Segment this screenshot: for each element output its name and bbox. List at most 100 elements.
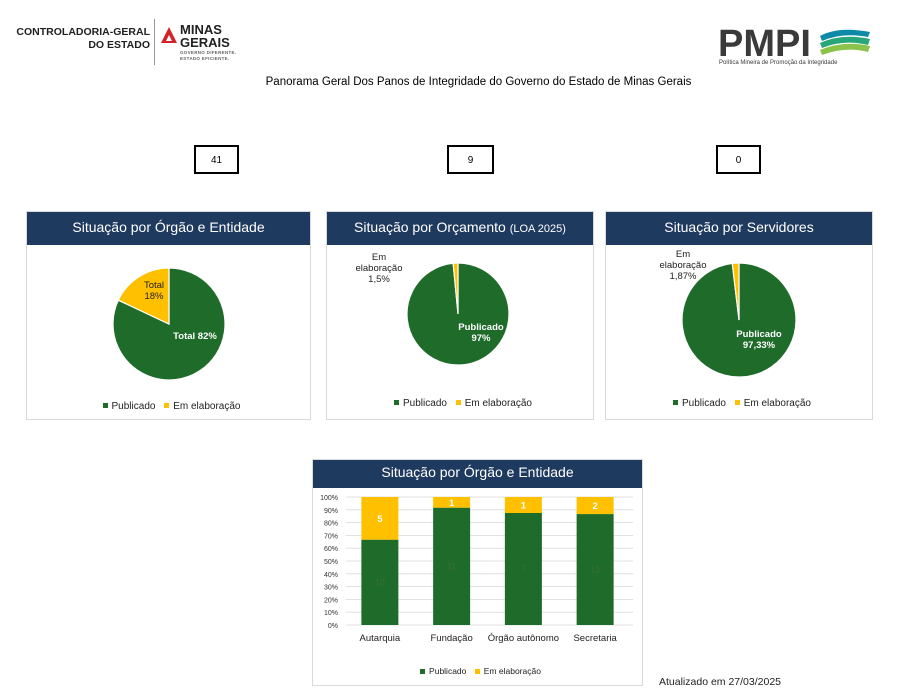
pmpi-waves-icon — [820, 29, 870, 55]
bar-value-label-em-elaboracao: 1 — [449, 498, 455, 509]
org-name: CONTROLADORIA-GERAL DO ESTADO — [16, 26, 150, 51]
minas-gerais-logo-icon — [161, 27, 177, 43]
bar-em-elaboracao — [576, 497, 614, 515]
pmpi-subtitle: Política Mineira de Promoção da Integrid… — [719, 60, 838, 66]
stacked-bar-chart: 0% 10% 20% 30% 40% 50% 60% 70% 80% 90% 100% 10 5 Auta… — [320, 495, 633, 644]
chart-title: Situação por Órgão e Entidade — [27, 212, 310, 245]
minas-gerais-name-line2: GERAIS — [180, 35, 230, 50]
chart-panel-servidores: Situação por Servidores Em elaboração 1,… — [605, 211, 873, 420]
pie-slice-publicado — [112, 267, 226, 381]
pie-label-line3: 1,87% — [669, 271, 697, 282]
minas-gerais-tagline: GOVERNO DIFERENTE. ESTADO EFICIENTE. — [180, 50, 236, 62]
pie-label-em-elaboracao: Total 18% — [139, 280, 169, 302]
y-tick-label: 20% — [324, 597, 338, 604]
chart-panel-barras-orgao-entidade: Situação por Órgão e Entidade 0% 10% 20% 30… — [312, 459, 643, 686]
status-publicado-value: 41 — [194, 145, 239, 174]
pie-label-line2: elaboração — [659, 260, 707, 271]
legend-swatch-em-elaboracao — [474, 668, 480, 674]
legend: Publicado Em elaboração — [27, 401, 310, 412]
status-em-elaboracao-value: 9 — [447, 145, 494, 174]
pie-label-line2: 97,33% — [742, 340, 776, 351]
minas-gerais-name-line1: MINAS — [180, 22, 222, 37]
legend-swatch-em-elaboracao — [164, 403, 170, 409]
y-tick-label: 50% — [324, 559, 338, 566]
mg-tagline-line1: GOVERNO DIFERENTE. — [180, 50, 237, 55]
bar-em-elaboracao — [433, 497, 471, 508]
legend: Publicado Em elaboração — [327, 398, 593, 409]
pmpi-logo-text: PMPI — [718, 23, 811, 65]
bar-value-label-publicado: 7 — [521, 564, 526, 574]
chart-title-suffix: (LOA 2025) — [509, 223, 566, 235]
pie-label-publicado: Total 82% — [173, 331, 217, 342]
pie-label-line1: Em — [675, 249, 691, 260]
mg-tagline-line2: ESTADO EFICIENTE. — [180, 56, 230, 61]
bar-em-elaboracao — [361, 497, 399, 540]
header-divider — [154, 19, 155, 65]
bar-value-label-em-elaboracao: 1 — [521, 501, 527, 512]
status-nao-possui-value: 0 — [716, 145, 761, 174]
y-tick-label: 60% — [324, 546, 338, 553]
status-publicado-label: PUBLICADO — [111, 153, 174, 165]
legend-em-elaboracao: Em elaboração — [173, 401, 241, 412]
pie-label-line1: Publicado — [458, 322, 504, 333]
pie-label-line1: Em — [371, 252, 387, 263]
pie-label-em-elaboracao: Em elaboração 1,87% — [652, 249, 714, 282]
chart-title-orcamento: Situação por Orçamento (LOA 2025) — [327, 212, 593, 245]
legend-em-elaboracao: Em elaboração — [483, 666, 541, 676]
y-tick-label: 30% — [324, 585, 338, 592]
legend: Publicado Em elaboração — [606, 398, 872, 409]
y-tick-label: 80% — [324, 521, 338, 528]
pie-chart-servidores — [681, 262, 797, 378]
legend-em-elaboracao: Em elaboração — [743, 398, 811, 409]
pie-label-line2: 18% — [144, 291, 164, 302]
pie-label-publicado: Publicado 97% — [452, 322, 510, 344]
bar-value-label-publicado: 13 — [590, 565, 600, 575]
chart-title-text: Situação por Orçamento — [354, 219, 506, 235]
chart-title: Situação por Órgão e Entidade — [313, 460, 642, 488]
pie-label-line2: 97% — [471, 333, 491, 344]
chart-title: Situação por Servidores — [606, 212, 872, 245]
bar-em-elaboracao — [504, 497, 542, 513]
bar-value-label-em-elaboracao: 2 — [592, 501, 597, 512]
legend-swatch-em-elaboracao — [734, 400, 740, 406]
legend-em-elaboracao: Em elaboração — [464, 398, 532, 409]
y-tick-label: 10% — [324, 610, 338, 617]
status-em-elaboracao-label: EM ELABORAÇÃO — [339, 153, 434, 165]
bar-value-label-publicado: 10 — [375, 577, 385, 587]
y-tick-label: 70% — [324, 533, 338, 540]
legend-swatch-publicado — [420, 668, 426, 674]
legend: Publicado Em elaboração — [313, 666, 642, 676]
legend-publicado: Publicado — [429, 666, 467, 676]
pie-label-line3: 1,5% — [368, 274, 390, 285]
updated-date: Atualizado em 27/03/2025 — [659, 676, 782, 688]
legend-swatch-publicado — [102, 403, 108, 409]
page-title: Panorama Geral Dos Panos de Integridade … — [265, 76, 692, 88]
x-category-label: Autarquia — [360, 633, 401, 644]
bar-publicado — [504, 513, 542, 625]
legend-publicado: Publicado — [682, 398, 726, 409]
legend-swatch-em-elaboracao — [455, 400, 461, 406]
legend-swatch-publicado — [394, 400, 400, 406]
x-category-label: Órgão autônomo — [488, 633, 559, 644]
bar-publicado — [576, 514, 614, 625]
bar-value-label-em-elaboracao: 5 — [377, 514, 383, 525]
bar-publicado — [361, 539, 399, 625]
pie-label-publicado: Publicado 97,33% — [728, 329, 790, 351]
pie-label-line2: elaboração — [355, 263, 403, 274]
legend-publicado: Publicado — [403, 398, 447, 409]
chart-panel-orcamento: Situação por Orçamento (LOA 2025) Em ela… — [326, 211, 594, 420]
chart-panel-orgao-entidade: Situação por Órgão e Entidade Total 18% … — [26, 211, 311, 420]
legend-swatch-publicado — [673, 400, 679, 406]
y-tick-label: 90% — [324, 508, 338, 515]
minas-gerais-name: MINAS GERAIS — [180, 23, 230, 49]
bar-publicado — [433, 507, 471, 625]
bar-value-label-publicado: 11 — [447, 561, 456, 571]
legend-publicado: Publicado — [111, 401, 156, 412]
y-tick-label: 0% — [328, 623, 338, 630]
x-category-label: Secretaria — [573, 633, 617, 644]
pie-chart-orgao-entidade — [112, 267, 226, 381]
x-category-label: Fundação — [430, 633, 472, 644]
pie-slice-em-elaboracao — [452, 262, 459, 315]
pie-label-line1: Total — [143, 280, 165, 291]
status-nao-possui-label: NÃO POSSUI — [620, 153, 686, 165]
